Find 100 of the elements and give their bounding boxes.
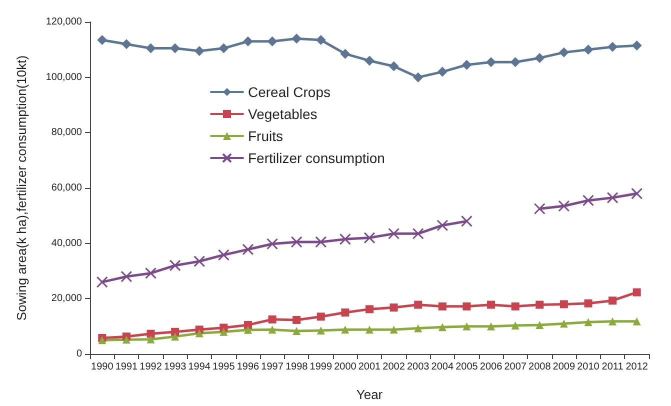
point [146,43,156,54]
point [582,194,594,206]
point [390,304,398,312]
point [341,308,350,316]
point [462,302,471,310]
x-tick-label: 2006 [480,362,503,372]
point [194,46,204,56]
point [169,260,181,272]
point [438,302,446,310]
point [608,42,618,52]
x-tick-label: 1997 [261,362,284,372]
point [511,322,520,330]
x-tick-label: 2012 [626,362,648,372]
point [462,60,472,70]
point [316,326,325,334]
point [511,302,520,310]
point [218,249,230,261]
point [341,326,350,334]
y-axis-title: Sowing area(k ha),fertilizer consumption(10kt) [14,55,29,321]
point [437,66,448,77]
point [632,40,642,51]
x-tick-label: 2011 [602,362,624,372]
x-tick-label: 1994 [188,362,211,372]
point [170,43,180,54]
point [632,288,641,296]
x-tick-label: 2008 [528,362,552,372]
x-axis-title: Year [356,387,384,402]
x-tick-label: 1990 [91,362,114,372]
point [460,215,472,227]
point [606,192,618,204]
point [146,335,155,344]
point [292,316,301,324]
point [195,329,204,338]
x-tick-label: 2010 [577,362,600,372]
point [534,203,546,214]
point [97,34,108,45]
point [534,52,545,63]
point [414,324,422,332]
point [121,39,132,50]
x-tick-label: 1999 [310,362,332,372]
x-tick-label: 1998 [285,362,308,372]
point [558,200,570,212]
point [536,300,544,309]
point [366,326,374,334]
point [122,336,130,344]
point [268,326,276,334]
point [315,236,327,248]
point [266,238,278,250]
point [388,61,399,72]
y-tick-label: 60,000 [51,182,82,194]
point [631,188,643,200]
point [339,233,351,245]
point [292,34,302,44]
point [486,57,496,68]
point [194,256,206,268]
point [366,305,374,314]
x-tick-label: 1993 [164,362,187,372]
legend-label: Vegetables [248,106,318,122]
point [413,72,424,82]
point [268,315,276,324]
point [462,322,471,330]
point [510,57,520,68]
point [290,236,302,248]
point [584,318,592,326]
x-tick-label: 2002 [382,362,406,372]
point [96,276,108,288]
point [436,220,448,232]
point [412,228,424,240]
point [244,320,252,329]
point [292,327,301,336]
point [244,326,252,334]
point [558,47,569,58]
y-tick-label: 20,000 [51,293,82,304]
x-tick-label: 2009 [552,362,576,372]
point [242,36,253,46]
x-tick-label: 1995 [212,362,236,372]
point [145,267,157,279]
point [242,244,254,256]
point [364,232,376,244]
legend-label: Fruits [248,128,283,144]
point [220,328,228,336]
point [487,300,496,309]
point [98,336,106,344]
point [632,317,641,326]
point [560,300,568,308]
point [316,312,325,321]
point [584,299,592,308]
y-tick-label: 80,000 [51,127,82,138]
y-tick-label: 0 [76,348,82,360]
point [120,270,132,282]
point [414,300,422,309]
x-tick-label: 1996 [236,362,260,372]
legend-label: Cereal Crops [248,84,330,100]
point [487,322,496,330]
point [267,36,278,46]
point [438,323,446,332]
legend-label: Fertilizer consumption [248,150,385,166]
x-tick-label: 1992 [140,362,162,372]
x-tick-label: 1991 [115,362,138,372]
point [171,328,180,336]
